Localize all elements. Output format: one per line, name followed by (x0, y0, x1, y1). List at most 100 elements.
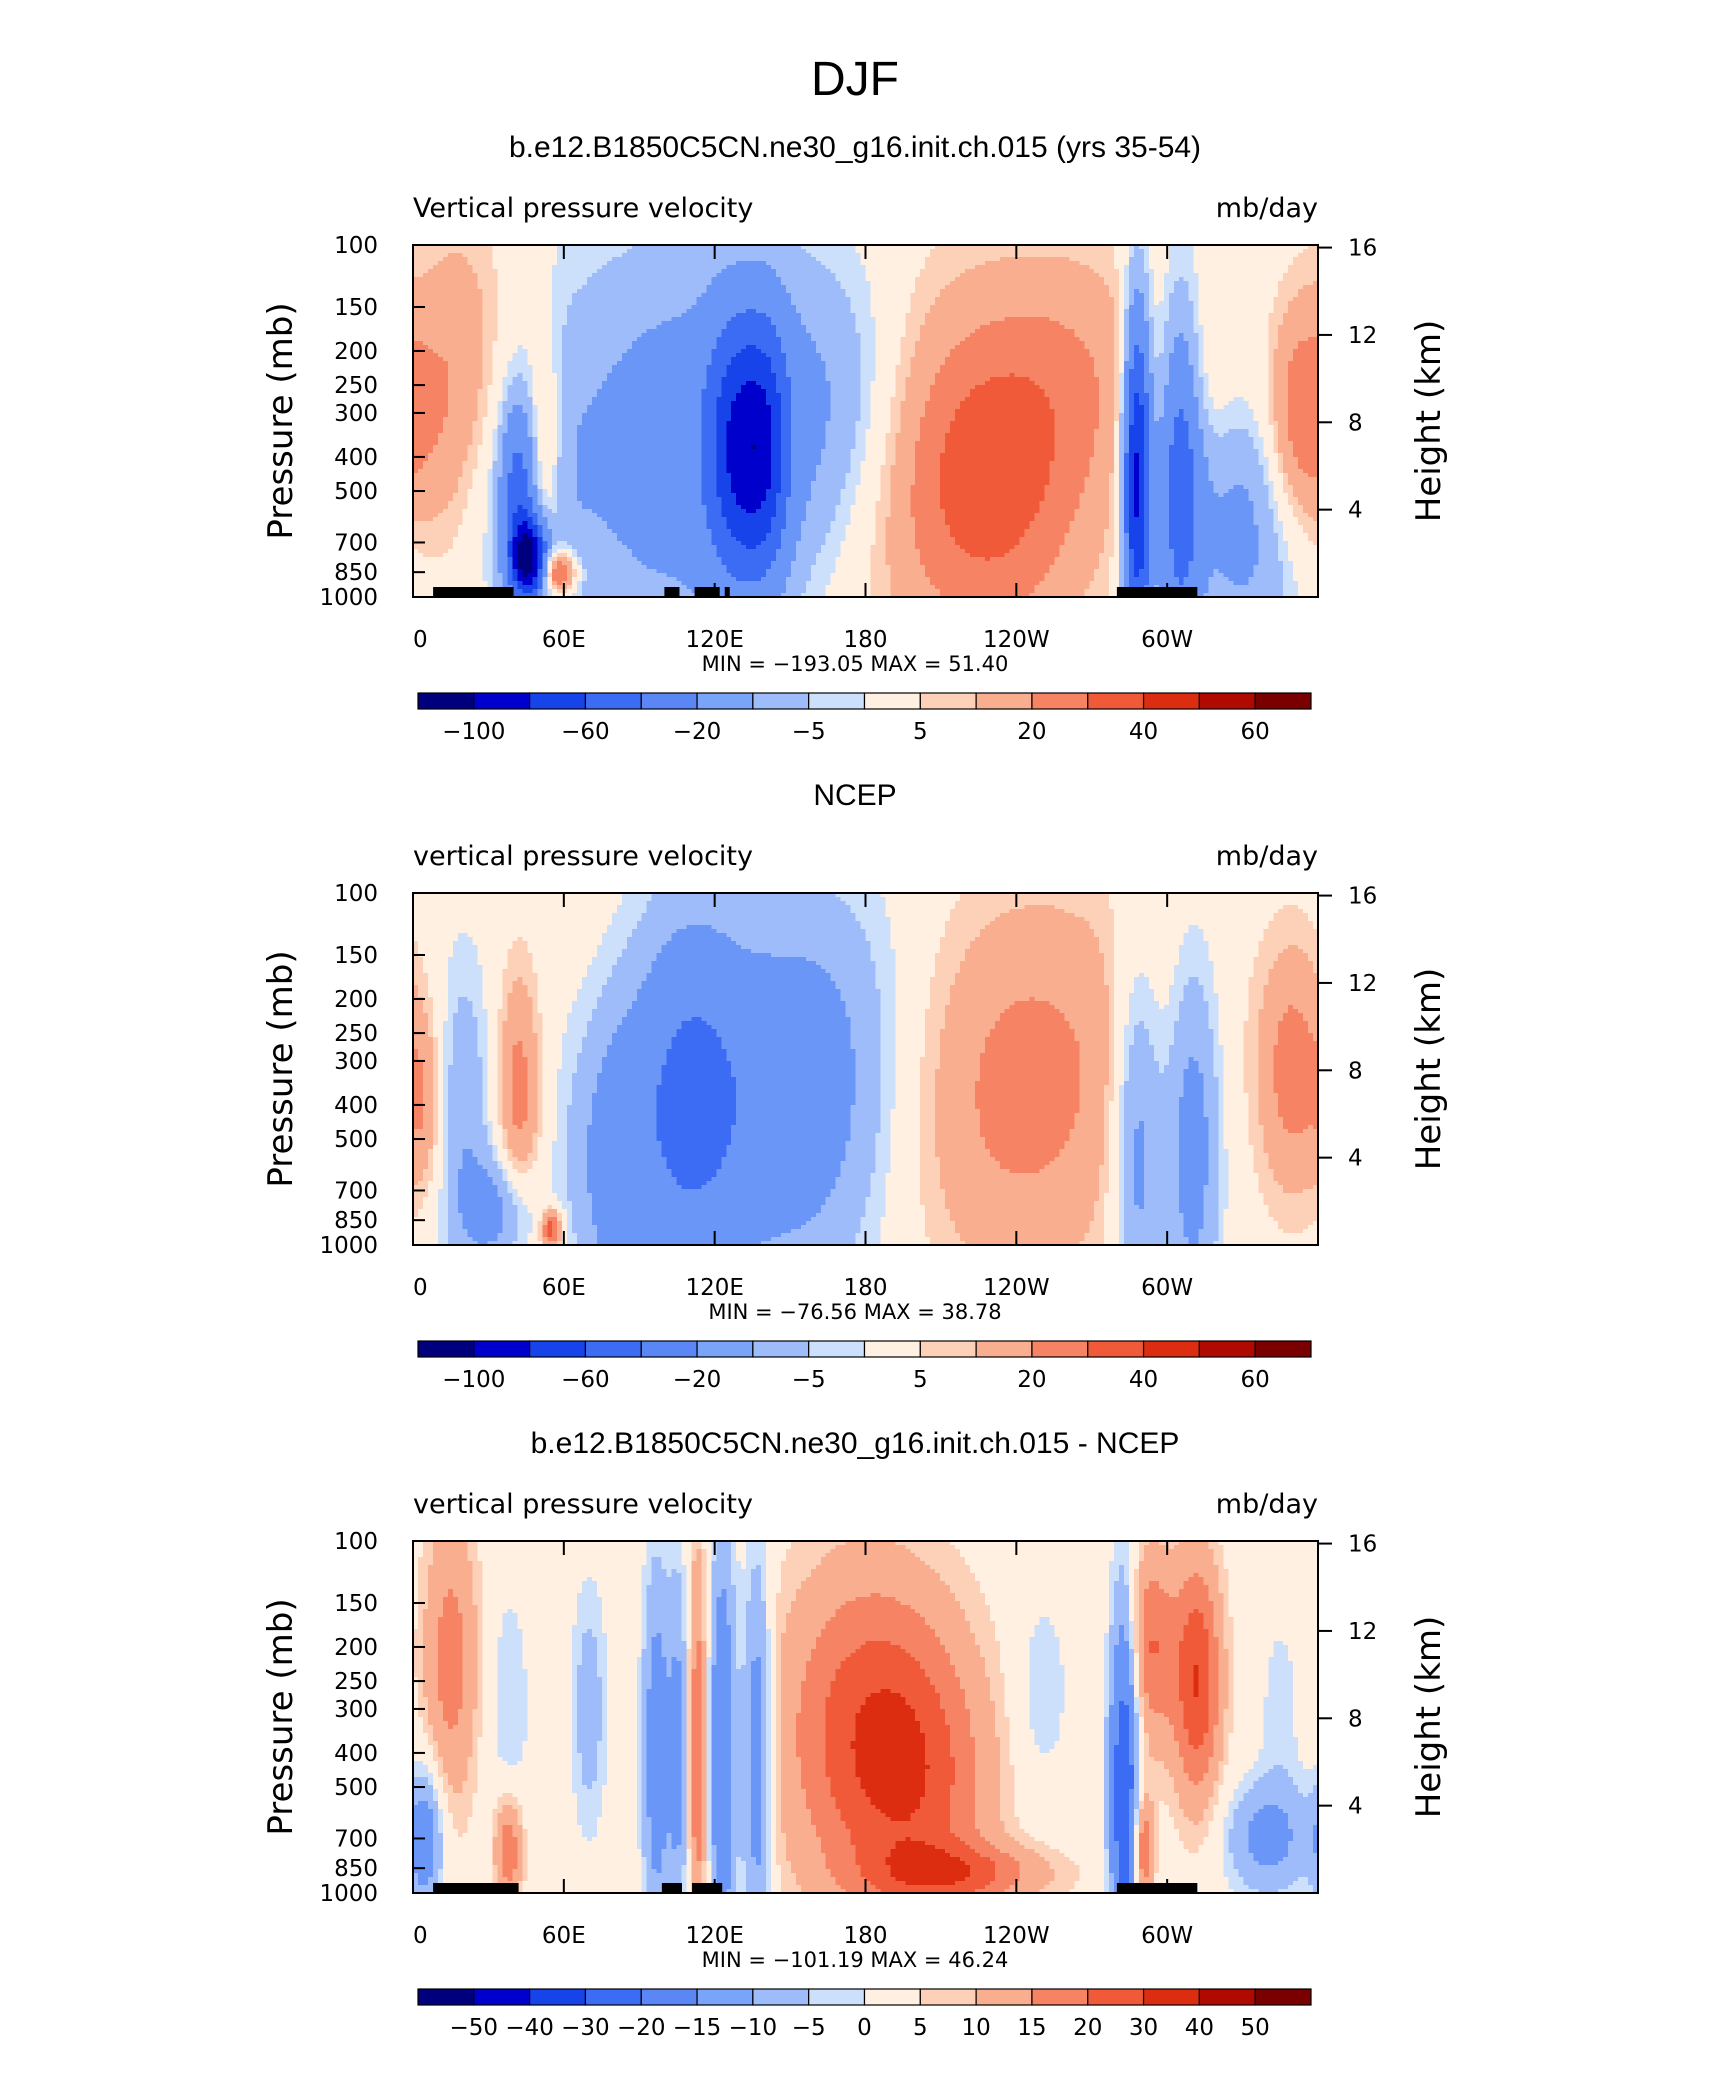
land-mask (664, 587, 679, 597)
variable-label: Vertical pressure velocity (413, 193, 753, 224)
x-tick-label: 60W (1141, 1923, 1193, 1949)
colorbar-label: 60 (1241, 1367, 1270, 1393)
colorbar-label: −5 (792, 2015, 826, 2041)
colorbar-label: −20 (617, 2015, 666, 2041)
y-tick-label: 200 (334, 339, 378, 365)
y-tick-label: 500 (334, 1775, 378, 1801)
y-tick-label: 100 (334, 233, 378, 259)
y-tick-label: 500 (334, 479, 378, 505)
colorbar-label: 40 (1185, 2015, 1214, 2041)
colorbar-label: 20 (1017, 719, 1046, 745)
colorbar-box (641, 693, 697, 709)
colorbar-box (418, 1341, 474, 1357)
y-tick-label: 400 (334, 1093, 378, 1119)
panel-title: b.e12.B1850C5CN.ne30_g16.init.ch.015 - N… (531, 1427, 1180, 1460)
colorbar-label: −100 (442, 719, 505, 745)
colorbar-label: −60 (561, 1367, 610, 1393)
colorbar-label: 20 (1073, 2015, 1102, 2041)
right-tick-label: 16 (1348, 236, 1377, 262)
x-tick-label: 120W (983, 1275, 1050, 1301)
colorbar-label: −5 (792, 1367, 826, 1393)
x-tick-label: 60E (542, 1275, 586, 1301)
colorbar-box (809, 693, 865, 709)
colorbar-label: −15 (673, 2015, 722, 2041)
right-tick-label: 12 (1348, 971, 1377, 997)
contour-field (413, 1541, 1319, 1894)
right-tick-label: 4 (1348, 1146, 1363, 1172)
x-tick-label: 0 (413, 1923, 428, 1949)
land-mask (1117, 1883, 1197, 1893)
min-max-stats: MIN = −193.05 MAX = 51.40 (702, 652, 1009, 676)
colorbar-label: 50 (1241, 2015, 1270, 2041)
colorbar-box (585, 693, 641, 709)
x-tick-label: 180 (844, 1275, 888, 1301)
colorbar-box (753, 1341, 809, 1357)
colorbar-label: −20 (673, 1367, 722, 1393)
colorbar-box (1199, 693, 1255, 709)
colorbar-box (809, 1989, 865, 2005)
right-axis-title: Height (km) (1409, 968, 1449, 1171)
x-tick-label: 120E (685, 1923, 743, 1949)
y-tick-label: 150 (334, 1591, 378, 1617)
colorbar-box (418, 693, 474, 709)
land-mask (695, 587, 720, 597)
land-mask (725, 587, 730, 597)
colorbar-box (1255, 1341, 1311, 1357)
right-axis-title: Height (km) (1409, 1616, 1449, 1819)
colorbar-box (530, 1989, 586, 2005)
colorbar-box (697, 1341, 753, 1357)
y-tick-label: 300 (334, 1049, 378, 1075)
y-tick-label: 400 (334, 1741, 378, 1767)
colorbar-label: 60 (1241, 719, 1270, 745)
y-tick-label: 300 (334, 1697, 378, 1723)
colorbar-box (1255, 1989, 1311, 2005)
right-tick-label: 4 (1348, 1794, 1363, 1820)
colorbar-box (1088, 1341, 1144, 1357)
y-tick-label: 700 (334, 1178, 378, 1204)
colorbar-box (1032, 693, 1088, 709)
land-mask (662, 1883, 682, 1893)
x-tick-label: 0 (413, 627, 428, 653)
colorbar-box (1199, 1341, 1255, 1357)
y-tick-label: 1000 (319, 1881, 378, 1907)
colorbar-box (1199, 1989, 1255, 2005)
y-tick-label: 500 (334, 1127, 378, 1153)
colorbar-label: 5 (913, 1367, 928, 1393)
colorbar-label: 10 (961, 2015, 990, 2041)
colorbar-label: 20 (1017, 1367, 1046, 1393)
x-tick-label: 60W (1141, 627, 1193, 653)
colorbar-box (753, 1989, 809, 2005)
colorbar-box (585, 1989, 641, 2005)
colorbar: −100 −60 −20 −5 5 20 40 60 (418, 1341, 1311, 1393)
y-axis-title: Pressure (mb) (261, 302, 301, 539)
colorbar-label: −40 (505, 2015, 554, 2041)
colorbar-box (976, 1989, 1032, 2005)
colorbar-label: −20 (673, 719, 722, 745)
figure-title: DJF (811, 53, 899, 106)
colorbar-label: −30 (561, 2015, 610, 2041)
right-tick-label: 16 (1348, 884, 1377, 910)
contour-field (413, 245, 1319, 598)
colorbar-box (697, 693, 753, 709)
colorbar-label: 30 (1129, 2015, 1158, 2041)
colorbar-box (1144, 1341, 1200, 1357)
y-tick-label: 250 (334, 373, 378, 399)
x-tick-label: 60E (542, 1923, 586, 1949)
colorbar-box (474, 1341, 530, 1357)
y-tick-label: 1000 (319, 1233, 378, 1259)
y-tick-label: 100 (334, 1529, 378, 1555)
x-tick-label: 60E (542, 627, 586, 653)
right-tick-label: 8 (1348, 1058, 1363, 1084)
colorbar-box (920, 1341, 976, 1357)
panel-title: NCEP (813, 779, 896, 812)
units-label: mb/day (1216, 841, 1318, 872)
colorbar-box (976, 693, 1032, 709)
colorbar-box (1032, 1989, 1088, 2005)
colorbar-box (1088, 1989, 1144, 2005)
colorbar-label: −100 (442, 1367, 505, 1393)
colorbar-box (474, 693, 530, 709)
right-tick-label: 12 (1348, 1619, 1377, 1645)
colorbar-box (1032, 1341, 1088, 1357)
y-axis-title: Pressure (mb) (261, 1598, 301, 1835)
